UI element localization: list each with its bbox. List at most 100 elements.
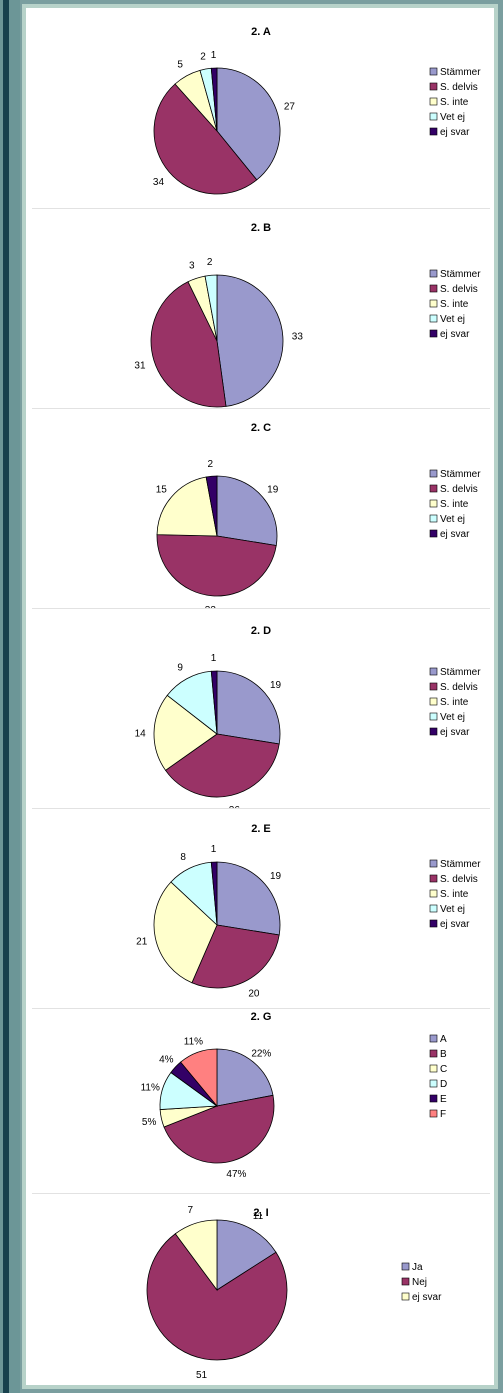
pie-slice-s-delvis (164, 733, 280, 798)
data-label: 1 (211, 50, 217, 61)
legend-label: Vet ej (440, 112, 465, 123)
data-label: 2 (208, 459, 214, 470)
pie-slice-s-inte (153, 881, 218, 984)
legend-label: Stämmer (440, 667, 481, 678)
pie-slice-ej-svar (205, 475, 218, 537)
chart-title: 2. G (251, 1011, 272, 1023)
legend-label: Vet ej (440, 904, 465, 915)
legend-swatch (429, 727, 438, 736)
chart-section-2: 2. B 33 31 3 2 Stämmer S. delvis S. inte Vet ej e… (32, 208, 490, 409)
legend-label: ej svar (440, 919, 470, 930)
legend-label: Stämmer (440, 859, 481, 870)
legend-swatch (429, 1109, 438, 1118)
legend-swatch (429, 127, 438, 136)
left-border-strip (0, 0, 20, 1393)
data-label: 5% (142, 1117, 157, 1128)
legend-label: S. delvis (440, 682, 478, 693)
legend-label: Vet ej (440, 514, 465, 525)
pie-slice-s-inte (153, 694, 218, 771)
data-label: 7 (187, 1205, 193, 1216)
data-label: 19 (267, 485, 279, 496)
legend-label: B (440, 1049, 447, 1060)
data-label: 20 (248, 988, 260, 999)
legend-label: S. delvis (440, 284, 478, 295)
legend-label: Vet ej (440, 712, 465, 723)
legend-swatch (429, 299, 438, 308)
legend-swatch (429, 484, 438, 493)
data-label: 26 (229, 805, 241, 808)
pie-slice-ej-svar (210, 861, 218, 926)
data-label: 14 (135, 728, 147, 739)
legend-swatch (429, 712, 438, 721)
legend-label: S. inte (440, 299, 469, 310)
pie-slice-b (163, 1094, 275, 1164)
legend-label: Nej (412, 1277, 427, 1288)
legend-label: Stämmer (440, 469, 481, 480)
legend-label: Ja (412, 1262, 423, 1273)
data-label: 47% (226, 1169, 246, 1180)
legend-swatch (401, 1292, 410, 1301)
legend-swatch (429, 314, 438, 323)
legend-label: Stämmer (440, 67, 481, 78)
pie-slice-nej (146, 1233, 288, 1361)
data-label: 11% (141, 1083, 160, 1094)
data-label: 9 (177, 663, 183, 674)
pie-slice-stämmer (216, 67, 281, 181)
chart-title: 2. E (251, 823, 271, 835)
data-label: 33 (205, 605, 217, 608)
pie-slice-stämmer (216, 274, 284, 407)
legend-swatch (429, 1094, 438, 1103)
chart-section-3: 2. C 19 33 15 2 Stämmer S. delvis S. inte Vet ej… (32, 408, 490, 609)
legend-label: ej svar (440, 127, 470, 138)
legend-label: F (440, 1109, 446, 1120)
chart-title: 2. B (251, 222, 271, 234)
legend-swatch (429, 112, 438, 121)
data-label: 21 (136, 937, 148, 948)
data-label: 4% (159, 1054, 174, 1065)
legend-label: D (440, 1079, 447, 1090)
legend-swatch (429, 499, 438, 508)
legend-label: S. delvis (440, 82, 478, 93)
legend-swatch (429, 919, 438, 928)
legend-label: ej svar (440, 529, 470, 540)
data-label: 19 (270, 680, 282, 691)
data-label: 15 (156, 485, 168, 496)
pie-chart-4: 2. D 19 26 14 9 1 Stämmer S. delvis S. inte Vet e… (135, 625, 482, 808)
data-label: 34 (153, 177, 165, 188)
data-label: 2 (207, 257, 213, 268)
data-label: 11% (184, 1037, 203, 1048)
legend-swatch (429, 82, 438, 91)
pie-chart-7: 2. I11 51 7 Ja Nej ej svar (146, 1205, 442, 1381)
chart-title: 2. C (251, 422, 271, 434)
data-label: 5 (177, 60, 183, 71)
legend-swatch (429, 889, 438, 898)
legend-swatch (429, 1034, 438, 1043)
legend-swatch (401, 1277, 410, 1286)
pie-slice-ej-svar (210, 67, 218, 132)
pie-slice-s-delvis (153, 83, 258, 195)
pie-slice-s-delvis (191, 924, 280, 989)
pie-slice-stämmer (216, 670, 281, 745)
legend-label: S. inte (440, 697, 469, 708)
chart-section-4: 2. D 19 26 14 9 1 Stämmer S. delvis S. inte Vet e… (32, 608, 490, 809)
data-label: 27 (284, 101, 296, 112)
legend-swatch (401, 1262, 410, 1271)
pie-slice-stämmer (216, 861, 281, 936)
legend-label: ej svar (412, 1292, 442, 1303)
pie-slice-stämmer (216, 475, 278, 546)
legend-label: S. delvis (440, 484, 478, 495)
charts-panel: 2. A 27 34 5 2 1 Stämmer S. delvis S. inte Vet ej… (22, 4, 498, 1389)
legend-swatch (429, 469, 438, 478)
data-label: 51 (196, 1370, 208, 1381)
legend-swatch (429, 904, 438, 913)
left-border-bar (3, 0, 9, 1393)
legend-swatch (429, 1064, 438, 1073)
pie-chart-1: 2. A 27 34 5 2 1 Stämmer S. delvis S. inte Vet ej… (153, 26, 481, 195)
legend-swatch (429, 874, 438, 883)
legend-label: S. inte (440, 499, 469, 510)
chart-section-6: 2. G 22% 47% 5% 11% 4% 11% A B C D E F (32, 1008, 490, 1194)
data-label: 19 (270, 871, 282, 882)
data-label: 1 (211, 653, 217, 664)
data-label: 22% (251, 1048, 271, 1059)
